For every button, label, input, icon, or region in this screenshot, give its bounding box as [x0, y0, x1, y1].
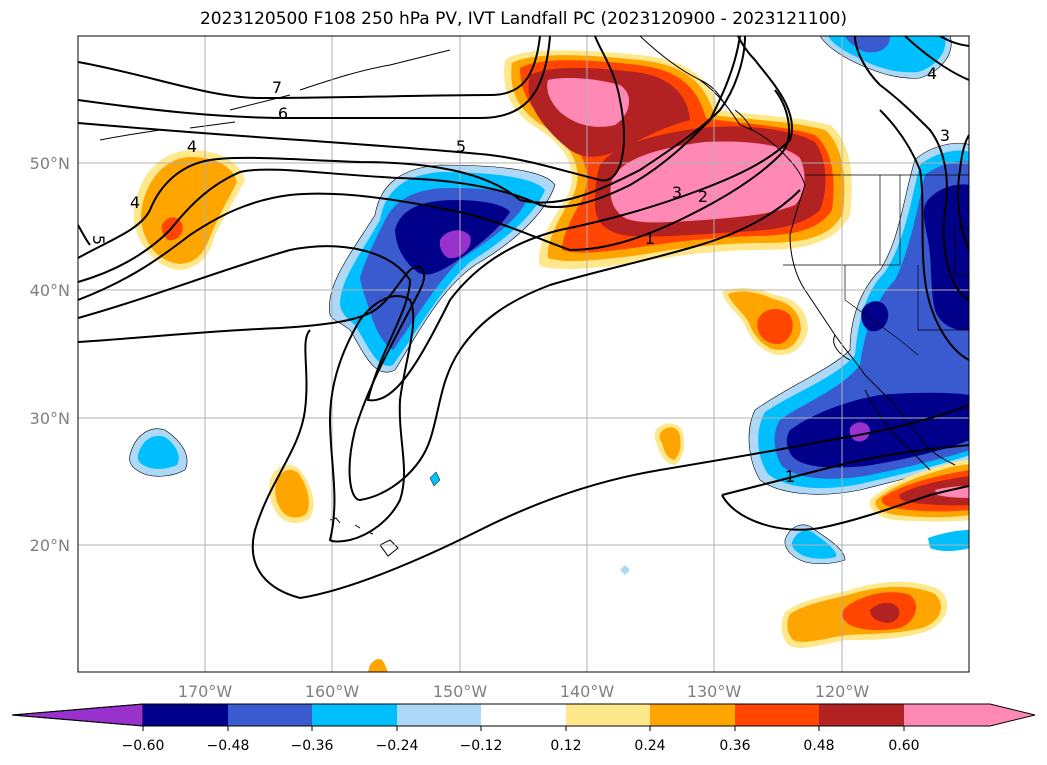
contour-label-5b: 5 [89, 235, 108, 245]
latitude-labels: 50°N 40°N 30°N 20°N [30, 154, 70, 555]
colorbar-swatch [481, 704, 566, 726]
colorbar-extend-min [11, 703, 144, 727]
colorbar-tick-label: 0.48 [803, 738, 834, 754]
colorbar-extend-max [904, 704, 1035, 726]
lat-label: 20°N [30, 536, 70, 555]
lon-label: 120°W [815, 682, 870, 701]
contour-label-7: 7 [272, 78, 282, 97]
lon-label: 140°W [560, 682, 615, 701]
contour-label-4c: 4 [927, 64, 937, 83]
colorbar-tick-label: 0.36 [719, 738, 750, 754]
colorbar-tick-label: −0.24 [376, 738, 419, 754]
negative-anomaly-central-pacific [329, 164, 556, 373]
colorbar-tick-label: 0.60 [888, 738, 919, 754]
colorbar-swatch [228, 704, 312, 726]
pv-contours [78, 36, 969, 599]
lon-label: 150°W [433, 682, 488, 701]
colorbar-tick-label: −0.36 [291, 738, 334, 754]
state-borders [783, 174, 969, 356]
negative-anomaly-west-coast [748, 142, 969, 495]
contour-label-5: 5 [456, 137, 466, 156]
coastlines [99, 36, 956, 557]
colorbar-tick-label: −0.12 [460, 738, 503, 754]
contour-label-6: 6 [278, 104, 288, 123]
colorbar-swatch [735, 704, 819, 726]
lat-label: 50°N [30, 154, 70, 173]
contour-label-4a: 4 [187, 137, 197, 156]
contour-labels: 7 6 5 4 4 5 3 2 1 1 3 4 [89, 64, 950, 486]
contour-label-1b: 1 [785, 467, 795, 486]
colorbar-tick-label: 0.24 [634, 738, 665, 754]
contour-label-3: 3 [672, 183, 682, 202]
negative-anomaly-small [129, 36, 969, 575]
lon-label: 130°W [687, 682, 742, 701]
map-area: 7 6 5 4 4 5 3 2 1 1 3 4 [78, 36, 969, 672]
contour-label-3b: 3 [940, 126, 950, 145]
chart-title: 2023120500 F108 250 hPa PV, IVT Landfall… [199, 9, 847, 29]
lon-label: 160°W [305, 682, 360, 701]
colorbar-swatch [312, 704, 397, 726]
map-border [77, 35, 970, 673]
colorbar-tick-label: 0.12 [550, 738, 581, 754]
colorbar: −0.60 −0.48 −0.36 −0.24 −0.12 0.12 0.24 … [11, 703, 1036, 754]
lat-label: 30°N [30, 409, 70, 428]
colorbar-swatch [566, 704, 650, 726]
contour-label-1a: 1 [645, 229, 655, 248]
positive-anomaly-other [133, 150, 969, 672]
contour-label-2: 2 [698, 187, 708, 206]
colorbar-swatch [143, 704, 228, 726]
lon-label: 170°W [178, 682, 233, 701]
colorbar-tick-label: −0.48 [207, 738, 250, 754]
colorbar-swatch [397, 704, 481, 726]
colorbar-swatch [819, 704, 904, 726]
colorbar-swatch [650, 704, 735, 726]
positive-anomaly-northeast-pacific [504, 50, 852, 269]
lat-label: 40°N [30, 281, 70, 300]
longitude-labels: 170°W 160°W 150°W 140°W 130°W 120°W [178, 682, 870, 701]
colorbar-tick-label: −0.60 [122, 738, 165, 754]
contour-label-4b: 4 [130, 193, 140, 212]
